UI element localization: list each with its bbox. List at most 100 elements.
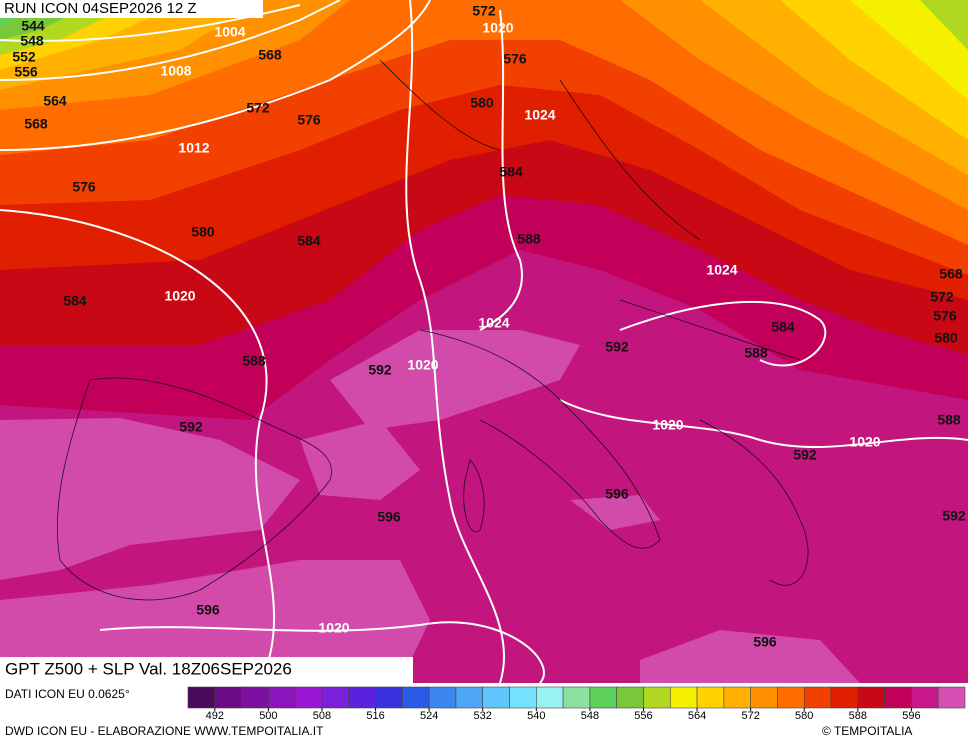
colorbar-swatch <box>911 686 939 709</box>
colorbar-swatch <box>696 686 725 709</box>
colorbar-swatch <box>669 686 698 709</box>
contour-label: 584 <box>771 319 795 335</box>
colorbar-tick-label: 580 <box>795 710 813 722</box>
contour-label: 596 <box>196 602 220 618</box>
contour-label: 592 <box>605 339 629 355</box>
contour-label: 588 <box>937 412 961 428</box>
contour-label: 1020 <box>407 357 438 373</box>
credit: DWD ICON EU - ELABORAZIONE WWW.TEMPOITAL… <box>5 724 324 738</box>
contour-label: 572 <box>930 289 954 305</box>
contour-label: 572 <box>472 3 496 19</box>
colorbar-swatch <box>562 686 591 709</box>
contour-label: 1024 <box>478 315 509 331</box>
colorbar-swatch <box>428 686 457 709</box>
contour-label: 576 <box>933 308 957 324</box>
colorbar-tick-label: 500 <box>259 710 277 722</box>
colorbar-tick-label: 556 <box>634 710 652 722</box>
colorbar-swatch <box>803 686 832 709</box>
contour-label: 572 <box>246 100 270 116</box>
contour-label: 1020 <box>652 417 683 433</box>
colorbar-swatch <box>536 686 564 709</box>
colorbar-swatch <box>375 686 403 709</box>
colorbar-swatch <box>723 686 751 709</box>
colorbar-swatch <box>294 686 323 709</box>
contour-label: 564 <box>43 93 67 109</box>
contour-label: 592 <box>793 447 817 463</box>
colorbar-swatch <box>830 686 859 709</box>
colorbar-swatch <box>509 686 537 709</box>
contour-label: 1020 <box>318 620 349 636</box>
colorbar-swatch <box>937 686 966 709</box>
contour-label: 584 <box>63 293 87 309</box>
contour-label: 548 <box>20 33 44 49</box>
contour-label: 588 <box>744 345 768 361</box>
colorbar-tick-label: 508 <box>313 710 331 722</box>
contour-label: 544 <box>21 18 45 34</box>
contour-label: 584 <box>297 233 321 249</box>
header-box <box>0 0 263 18</box>
map-title: GPT Z500 + SLP Val. 18Z06SEP2026 <box>5 659 292 678</box>
contour-label: 576 <box>503 51 527 67</box>
source-note: DATI ICON EU 0.0625° <box>5 687 130 701</box>
title-box <box>0 657 413 683</box>
colorbar-swatch <box>348 686 376 709</box>
colorbar-tick-label: 540 <box>527 710 545 722</box>
colorbar-tick-label: 548 <box>581 710 599 722</box>
contour-label: 1012 <box>178 140 209 156</box>
isobars <box>0 0 968 684</box>
colorbar-tick-label: 564 <box>688 710 706 722</box>
contour-label: 568 <box>258 47 282 63</box>
colorbar-tick-label: 572 <box>741 710 759 722</box>
contour-label: 592 <box>179 419 203 435</box>
contour-label: 576 <box>297 112 321 128</box>
colorbar-tick-label: 524 <box>420 710 438 722</box>
colorbar-swatch <box>750 686 778 709</box>
colorbar-swatch <box>482 686 510 709</box>
colorbar-swatch <box>402 686 430 709</box>
contour-label: 588 <box>242 353 266 369</box>
borders <box>57 59 809 601</box>
colorbar-swatch <box>321 686 350 709</box>
colorbar-swatch <box>455 686 484 709</box>
contour-label: 1008 <box>160 63 191 79</box>
colorbar-tick-label: 532 <box>474 710 492 722</box>
contour-label: 580 <box>191 224 215 240</box>
colorbar-swatch <box>589 686 617 709</box>
colorbar-swatch <box>187 686 216 709</box>
contour-label: 576 <box>72 179 96 195</box>
contour-label: 596 <box>753 634 777 650</box>
contour-label: 556 <box>14 64 38 80</box>
colorbar-swatch <box>643 686 671 709</box>
colorbar: 492 500 508 516 524 532 540 548 556 564 572 580 588 5… <box>187 686 966 722</box>
contour-label: 552 <box>12 49 36 65</box>
contour-label: 592 <box>942 508 966 524</box>
contour-label: 568 <box>24 116 48 132</box>
copyright: © TEMPOITALIA <box>822 724 912 738</box>
contour-label: 1024 <box>524 107 555 123</box>
contour-label: 596 <box>377 509 401 525</box>
colorbar-swatch <box>241 686 269 709</box>
contour-label: 580 <box>934 330 958 346</box>
colorbar-swatch <box>214 686 242 709</box>
colorbar-swatch <box>777 686 805 709</box>
contour-label: 1020 <box>849 434 880 450</box>
colorbar-swatch <box>268 686 296 709</box>
contour-label: 580 <box>470 95 494 111</box>
contour-label: 588 <box>517 231 541 247</box>
colorbar-swatch <box>884 686 912 709</box>
contour-label: 1004 <box>214 24 245 40</box>
colorbar-tick-label: 492 <box>206 710 224 722</box>
contour-label: 1020 <box>164 288 195 304</box>
run-label: RUN ICON 04SEP2026 12 Z <box>4 0 197 17</box>
colorbar-swatch <box>616 686 644 709</box>
colorbar-swatch <box>857 686 885 709</box>
contour-label: 1024 <box>706 262 737 278</box>
contour-label: 592 <box>368 362 392 378</box>
contour-label: 568 <box>939 266 963 282</box>
contour-label: 596 <box>605 486 629 502</box>
contour-label: 1020 <box>482 20 513 36</box>
contour-label: 584 <box>499 164 523 180</box>
